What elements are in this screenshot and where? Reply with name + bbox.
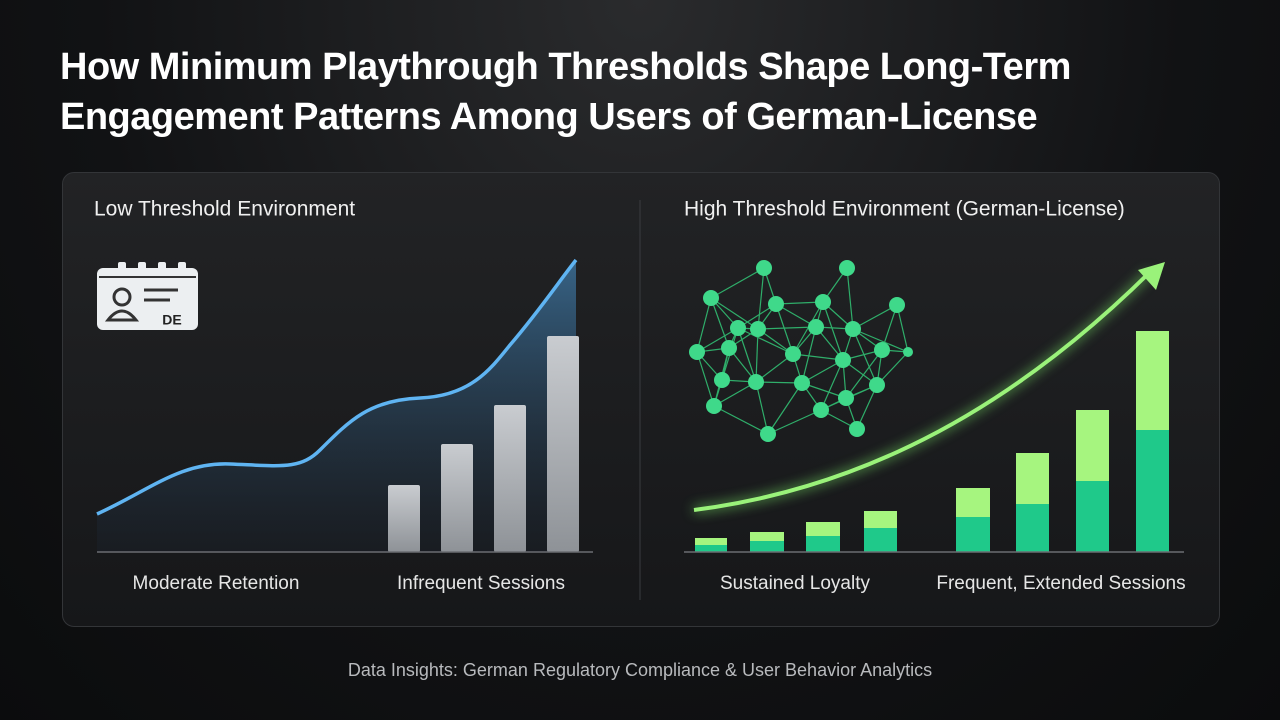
bar-segment (1136, 331, 1169, 430)
network-node (748, 374, 764, 390)
network-edge (852, 304, 898, 330)
bar-segment (806, 522, 840, 536)
bar-segment (1076, 410, 1109, 481)
network-edge (820, 359, 844, 411)
network-node (813, 402, 829, 418)
network-node (874, 342, 890, 358)
network-node (714, 372, 730, 388)
network-edge (775, 303, 794, 355)
network-edge (846, 267, 854, 330)
panel-label: Frequent, Extended Sessions (936, 573, 1185, 594)
bar-segment (956, 517, 990, 552)
network-edge (696, 297, 712, 353)
trend-arrow (693, 270, 1152, 512)
panel-heading: Low Threshold Environment (94, 198, 355, 221)
network-edge (737, 327, 794, 355)
network-node (849, 421, 865, 437)
network-node (869, 377, 885, 393)
bar-segment (695, 545, 727, 552)
icon-label: DE (162, 312, 181, 328)
network-edge (767, 409, 822, 435)
network-node (808, 319, 824, 335)
network-node (760, 426, 776, 442)
network-node (845, 321, 861, 337)
network-node (815, 294, 831, 310)
network-node (730, 320, 746, 336)
bar-segment (1076, 481, 1109, 552)
bar-segment (750, 532, 784, 541)
network-edge (801, 326, 817, 384)
network-edge (755, 381, 769, 435)
bar-segment (864, 528, 897, 552)
panel-label: Moderate Retention (133, 573, 300, 594)
network-edge (845, 349, 883, 399)
network-node (703, 290, 719, 306)
network-edge (792, 301, 824, 355)
stacked-bars (695, 331, 1169, 552)
network-node (903, 347, 913, 357)
panel-heading: High Threshold Environment (German-Licen… (684, 198, 1125, 221)
network-node (721, 340, 737, 356)
network-edge (757, 326, 817, 330)
arrow-head (1138, 262, 1165, 290)
bar-segment (956, 488, 990, 517)
bar-segment (806, 536, 840, 552)
network-icon (689, 260, 913, 442)
network-node (785, 346, 801, 362)
trend-line (96, 258, 578, 516)
bar-segment (1016, 453, 1049, 504)
network-edge (896, 304, 909, 353)
network-node (794, 375, 810, 391)
bar-segment (1016, 504, 1049, 552)
network-edge (737, 327, 757, 383)
network-node (889, 297, 905, 313)
network-edge (710, 297, 730, 349)
panel-label: Sustained Loyalty (720, 573, 870, 594)
network-node (689, 344, 705, 360)
page-title: How Minimum Playthrough Thresholds Shape… (60, 46, 1071, 138)
bar-segment (695, 538, 727, 545)
network-node (838, 390, 854, 406)
network-edge (710, 297, 759, 330)
network-node (835, 352, 851, 368)
network-edge (757, 267, 765, 330)
bars (388, 336, 579, 552)
network-edge (852, 328, 878, 386)
network-edge (822, 301, 844, 361)
network-edge (767, 382, 803, 435)
footer: Data Insights: German Regulatory Complia… (347, 660, 933, 680)
network-edge (696, 351, 715, 407)
network-edge (755, 328, 759, 383)
bar-segment (750, 541, 784, 552)
network-edge (792, 353, 844, 361)
network-edge (852, 328, 909, 353)
network-node (706, 398, 722, 414)
id-card-icon (97, 262, 198, 330)
network-edge (713, 405, 769, 435)
network-node (750, 321, 766, 337)
panel-label: Infrequent Sessions (397, 573, 565, 594)
bar-segment (1136, 430, 1169, 552)
network-node (756, 260, 772, 276)
network-edge (856, 384, 878, 430)
network-node (768, 296, 784, 312)
bar-segment (864, 511, 897, 528)
network-edge (713, 381, 757, 407)
network-node (839, 260, 855, 276)
network-edge (710, 267, 765, 299)
